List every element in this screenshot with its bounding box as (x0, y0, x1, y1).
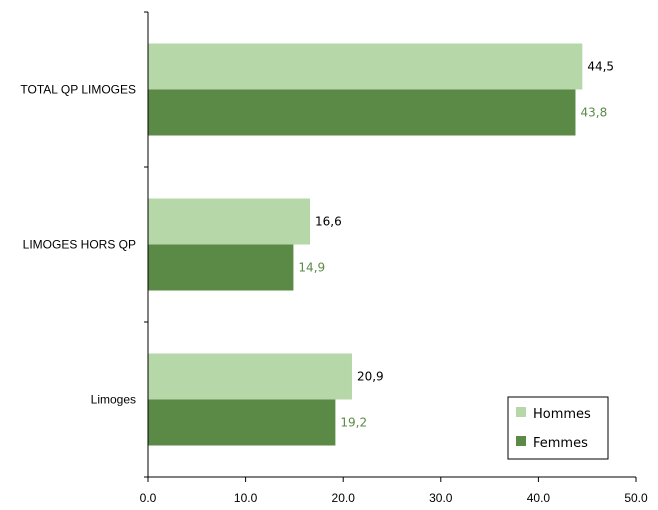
x-tick-label: 20.0 (332, 491, 356, 505)
x-ticks-group: 0.0 10.0 20.0 30.0 40.0 50.0 (140, 477, 648, 505)
data-label-femmes: 14,9 (298, 261, 325, 275)
legend: Hommes Femmes (508, 397, 608, 459)
bar-hommes (148, 354, 352, 400)
x-tick-label: 50.0 (624, 491, 648, 505)
data-label-femmes: 19,2 (340, 416, 367, 430)
category-label: LIMOGES HORS QP (23, 238, 136, 252)
x-tick-label: 40.0 (527, 491, 551, 505)
legend-label-hommes: Hommes (533, 407, 591, 422)
x-tick-label: 30.0 (429, 491, 453, 505)
bar-femmes (148, 90, 575, 136)
bar-hommes (148, 199, 310, 245)
bar-femmes (148, 400, 335, 446)
category-label: Limoges (91, 393, 136, 407)
category-labels-group: TOTAL QP LIMOGES LIMOGES HORS QP Limoges (20, 12, 148, 477)
bars-group: 44,5 43,8 16,6 14,9 20,9 19,2 (148, 44, 614, 446)
legend-label-femmes: Femmes (533, 436, 588, 451)
x-tick-label: 10.0 (234, 491, 258, 505)
x-tick-label: 0.0 (140, 491, 157, 505)
bar-femmes (148, 245, 293, 291)
data-label-hommes: 44,5 (587, 60, 614, 74)
legend-swatch-femmes (516, 436, 526, 446)
data-label-femmes: 43,8 (580, 106, 607, 120)
bar-hommes (148, 44, 582, 90)
data-label-hommes: 16,6 (315, 215, 342, 229)
legend-swatch-hommes (516, 407, 526, 417)
data-label-hommes: 20,9 (357, 370, 384, 384)
category-label: TOTAL QP LIMOGES (20, 83, 136, 97)
